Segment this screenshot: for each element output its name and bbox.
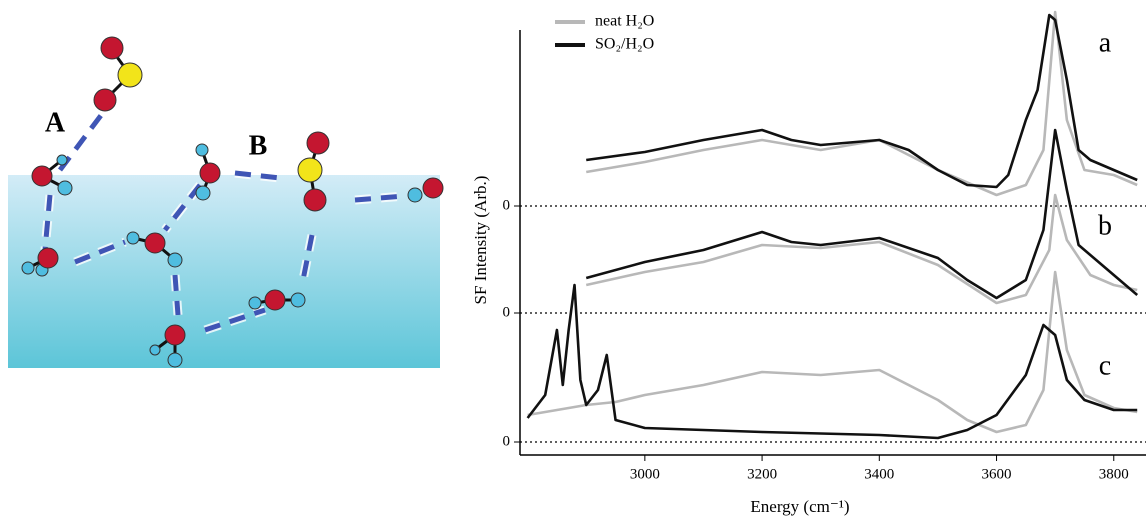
x-tick-label: 3200 [747,466,777,482]
h-bonds [40,107,406,335]
spectrum-line [526,283,1138,440]
x-tick-label: 3800 [1099,466,1129,482]
panel-label: a [1099,27,1112,58]
y-tick-label: 0 [503,433,511,449]
x-tick-label: 3000 [630,466,660,482]
label-a: A [45,107,66,138]
spectrum-line [585,128,1139,300]
x-tick-label: 3400 [864,466,894,482]
legend-label: neat H₂O [595,13,654,30]
x-axis-label: Energy (cm⁻¹) [750,497,849,516]
y-tick-label: 0 [503,304,511,320]
spectrum-line [586,13,1138,189]
molecule-diagram: A B [8,36,444,368]
y-axis-label: SF Intensity (Arb.) [471,176,490,305]
spectrum-line [585,193,1138,305]
label-b: B [249,130,268,161]
panel-label: b [1098,210,1112,241]
spectrum-line [586,10,1138,197]
y-tick-label: 0 [503,197,511,213]
panel-label: c [1099,350,1111,381]
molecules [21,36,444,368]
spectrum-line [527,270,1138,434]
x-tick-label: 3600 [982,466,1012,482]
water-surface [8,175,440,368]
legend-label: SO₂/H₂O [595,36,654,53]
